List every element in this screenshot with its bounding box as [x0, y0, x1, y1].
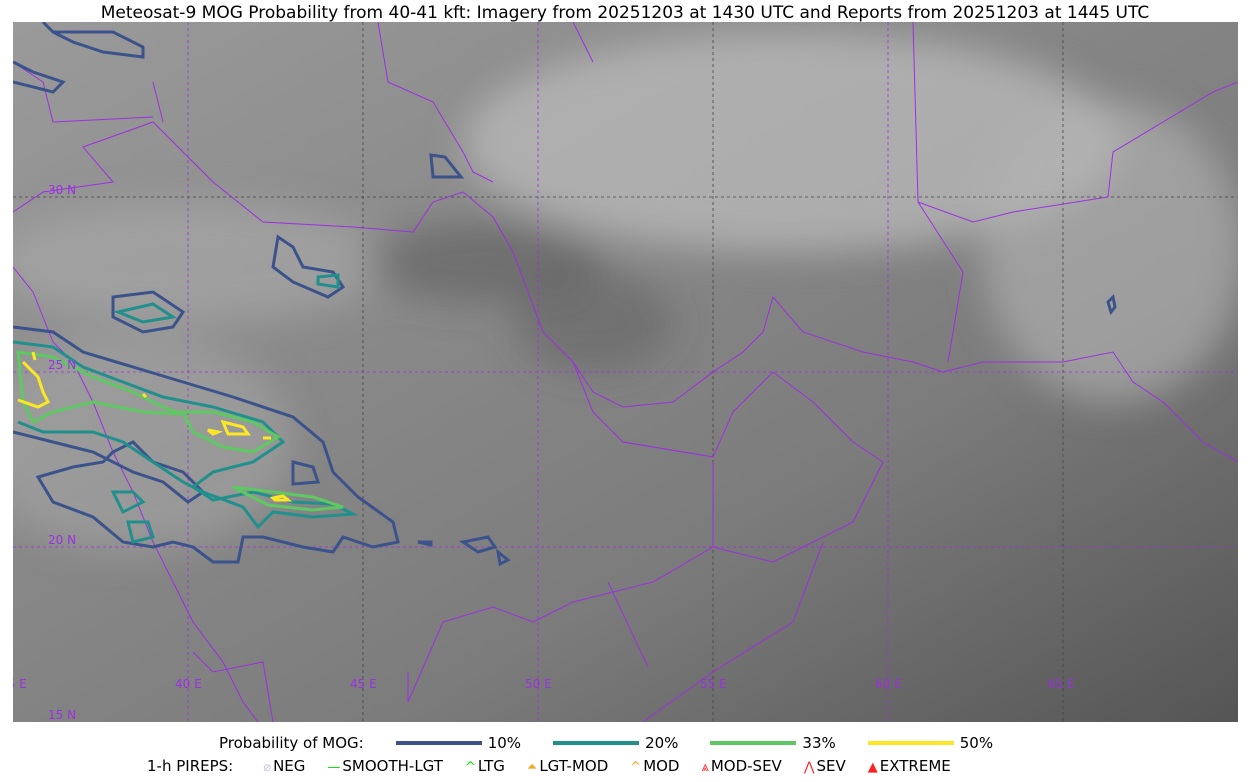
probability-legend: Probability of MOG: 10% 20% 33% 50%	[0, 734, 1250, 752]
lat-label: 30 N	[48, 183, 76, 197]
lon-label: 40 E	[175, 677, 202, 691]
filled-triangle-icon: ▲	[867, 760, 878, 775]
pirep-label-mod-sev: MOD-SEV	[710, 757, 782, 775]
legend-swatch-50	[867, 741, 954, 745]
lon-label: 45 E	[350, 677, 377, 691]
neg-icon: ⌀	[263, 760, 272, 775]
latitude-labels: 30 N 25 N 20 N 15 N	[48, 183, 76, 722]
pirep-label-smooth-lgt: SMOOTH-LGT	[342, 757, 443, 775]
legend-swatch-20	[553, 741, 640, 745]
pirep-label-lgt-mod: LGT-MOD	[539, 757, 609, 775]
legend-swatch-33	[710, 741, 797, 745]
lat-label: 15 N	[48, 708, 76, 722]
lon-label: 35 E	[13, 677, 27, 691]
longitude-labels: 35 E 40 E 45 E 50 E 55 E 60 E 65 E	[13, 677, 1075, 691]
pirep-label-neg: NEG	[273, 757, 306, 775]
pirep-label-ltg: LTG	[477, 757, 505, 775]
lon-label: 60 E	[875, 677, 902, 691]
coastlines-borders	[13, 22, 1238, 722]
lon-label: 55 E	[700, 677, 727, 691]
pirep-label-extreme: EXTREME	[879, 757, 951, 775]
mog-contours	[13, 22, 1117, 567]
contour-10pct	[13, 325, 400, 564]
lon-label: 50 E	[525, 677, 552, 691]
pirep-label-mod: MOD	[643, 757, 680, 775]
lon-label: 65 E	[1048, 677, 1075, 691]
line-icon: —	[327, 760, 341, 775]
legend-label-50: 50%	[959, 734, 994, 752]
lat-label: 25 N	[48, 358, 76, 372]
map-title: Meteosat-9 MOG Probability from 40-41 kf…	[100, 3, 1150, 23]
probability-legend-label: Probability of MOG:	[219, 734, 364, 752]
caret-bar-icon: ⏶	[526, 760, 538, 775]
contour-33pct	[16, 350, 344, 512]
caret-icon: ^	[630, 760, 642, 775]
lat-label: 20 N	[48, 533, 76, 547]
pirep-label-sev: SEV	[816, 757, 846, 775]
satellite-map[interactable]: 35 E 40 E 45 E 50 E 55 E 60 E 65 E 30 N …	[13, 22, 1238, 722]
pireps-legend: 1-h PIREPS: ⌀ NEG — SMOOTH-LGT ^ LTG ⏶ LGT-M…	[0, 757, 1250, 775]
legend-label-33: 33%	[802, 734, 836, 752]
pireps-legend-label: 1-h PIREPS:	[147, 757, 234, 775]
contour-50pct	[17, 351, 293, 502]
caret-icon: ^	[464, 760, 476, 775]
double-caret-icon: ⋀	[803, 760, 815, 775]
legend-swatch-10	[395, 741, 482, 745]
legend-label-20: 20%	[645, 734, 679, 752]
double-caret-bar-icon: ⩓	[701, 760, 709, 775]
contour-20pct	[13, 340, 359, 530]
legend-label-10: 10%	[487, 734, 522, 752]
